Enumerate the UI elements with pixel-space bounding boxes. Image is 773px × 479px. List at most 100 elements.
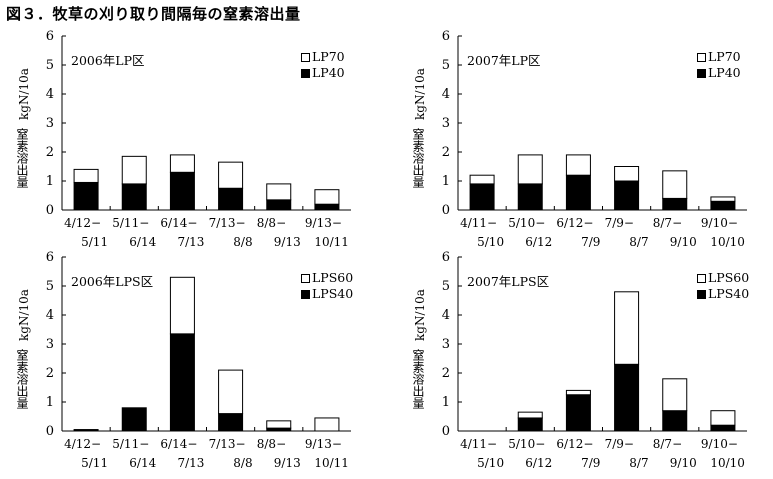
x-tick-label-top: 8/8−	[257, 437, 286, 451]
x-tick-label-top: 4/12−	[64, 216, 101, 230]
x-tick-label-top: 7/9−	[605, 437, 634, 451]
legend-swatch-white	[697, 273, 706, 283]
legend-swatch-black	[301, 289, 310, 299]
legend-label: LP70	[708, 49, 741, 64]
bar-segment-lp70	[218, 161, 244, 189]
legend-label: LPS40	[708, 286, 750, 301]
x-tick-label-bottom: 7/9	[581, 456, 600, 470]
x-tick-label-top: 7/13−	[209, 216, 246, 230]
y-tick-label: 6	[46, 250, 54, 265]
x-tick-label-top: 5/10−	[508, 216, 545, 230]
bar-segment-lp40	[565, 174, 591, 211]
y-tick-label: 4	[46, 87, 54, 102]
bar-segment-lp70	[121, 155, 147, 185]
x-tick-label-top: 6/14−	[160, 216, 197, 230]
bar-segment-lp70	[710, 196, 736, 202]
y-axis-title: 窒素溶出量	[411, 349, 425, 409]
legend-swatch-black	[301, 68, 310, 78]
y-tick-label: 6	[46, 29, 54, 44]
legend: LPS60 LPS40	[697, 270, 749, 302]
x-tick-label-bottom: 8/7	[629, 235, 648, 249]
plot-area: 0 1 2 3 4 5 6 4/11− 5/10 5/10− 6/12 6/12− 7/9 7/9− 8/7…	[442, 250, 747, 470]
y-tick-label: 2	[46, 366, 54, 381]
y-tick-label: 2	[442, 145, 450, 160]
bar-segment-lp40	[218, 187, 244, 211]
bar-segment-lps60	[517, 411, 543, 419]
legend: LP70 LP40	[697, 49, 741, 81]
bar-segment-lps40	[517, 417, 543, 432]
y-tick-label: 1	[442, 395, 450, 410]
x-tick-label-top: 5/11−	[112, 437, 149, 451]
y-tick-label: 3	[442, 337, 450, 352]
x-tick-label-top: 7/13−	[209, 437, 246, 451]
bar-segment-lps60	[314, 417, 340, 432]
bar-segment-lps40	[73, 429, 99, 432]
legend-label: LPS60	[708, 270, 750, 285]
x-tick-label-bottom: 6/14	[129, 456, 156, 470]
legend-label: LPS60	[312, 270, 354, 285]
x-tick-label-bottom: 5/10	[477, 235, 504, 249]
bar-segment-lp70	[169, 154, 195, 173]
x-tick-label-bottom: 8/7	[629, 456, 648, 470]
y-axis-title: 窒素溶出量	[15, 128, 29, 188]
legend-item-lower: LP40	[301, 65, 345, 81]
bar-segment-lps60	[565, 389, 591, 396]
bar-segment-lp40	[662, 197, 688, 211]
x-tick-label-top: 4/11−	[460, 216, 497, 230]
y-tick-label: 5	[442, 58, 450, 73]
y-tick-label: 4	[442, 308, 450, 323]
x-tick-label-bottom: 7/9	[581, 235, 600, 249]
y-tick-label: 0	[46, 203, 54, 218]
x-tick-label-bottom: 9/10	[670, 235, 697, 249]
bar-segment-lps40	[565, 394, 591, 432]
legend-item-lower: LPS40	[301, 286, 353, 302]
x-tick-label-top: 5/11−	[112, 216, 149, 230]
legend-item-lower: LP40	[697, 65, 741, 81]
legend: LPS60 LPS40	[301, 270, 353, 302]
figure-title: 図３．牧草の刈り取り間隔毎の窒素溶出量	[6, 5, 301, 23]
y-tick-label: 2	[442, 366, 450, 381]
bar-segment-lp40	[314, 203, 340, 211]
x-tick-label-top: 8/7−	[653, 437, 682, 451]
bar-segment-lp40	[614, 180, 640, 211]
bar-segment-lp40	[73, 181, 99, 211]
x-tick-label-bottom: 8/8	[233, 456, 252, 470]
y-tick-label: 6	[442, 29, 450, 44]
x-tick-label-bottom: 8/8	[233, 235, 252, 249]
x-tick-label-top: 8/8−	[257, 216, 286, 230]
bar-segment-lps60	[266, 420, 292, 429]
bar-segment-lp70	[469, 174, 495, 185]
x-tick-label-bottom: 5/11	[81, 235, 108, 249]
x-tick-label-bottom: 9/10	[670, 456, 697, 470]
x-tick-label-top: 4/11−	[460, 437, 497, 451]
y-tick-label: 6	[442, 250, 450, 265]
legend-label: LP70	[312, 49, 345, 64]
legend-item-upper: LP70	[697, 49, 741, 65]
y-tick-label: 4	[46, 308, 54, 323]
y-axis-title: 窒素溶出量	[15, 349, 29, 409]
legend-swatch-white	[301, 52, 310, 62]
bar-segment-lps60	[218, 369, 244, 415]
x-tick-label-top: 9/13−	[305, 216, 342, 230]
bar-segment-lp40	[517, 183, 543, 211]
x-tick-label-top: 7/9−	[605, 216, 634, 230]
bar-segment-lp70	[662, 170, 688, 199]
x-tick-label-top: 4/12−	[64, 437, 101, 451]
legend-label: LPS40	[312, 286, 354, 301]
legend-label: LP40	[708, 65, 741, 80]
bar-segment-lps60	[169, 276, 195, 335]
x-tick-label-top: 5/10−	[508, 437, 545, 451]
y-tick-label: 5	[46, 58, 54, 73]
bar-segment-lp40	[266, 199, 292, 211]
y-tick-label: 0	[442, 203, 450, 218]
bar-segment-lp70	[517, 154, 543, 185]
legend-item-lower: LPS40	[697, 286, 749, 302]
bar-segment-lp70	[565, 154, 591, 176]
y-tick-label: 3	[46, 116, 54, 131]
bar-segment-lp40	[469, 183, 495, 211]
legend-label: LP40	[312, 65, 345, 80]
y-tick-label: 5	[46, 279, 54, 294]
